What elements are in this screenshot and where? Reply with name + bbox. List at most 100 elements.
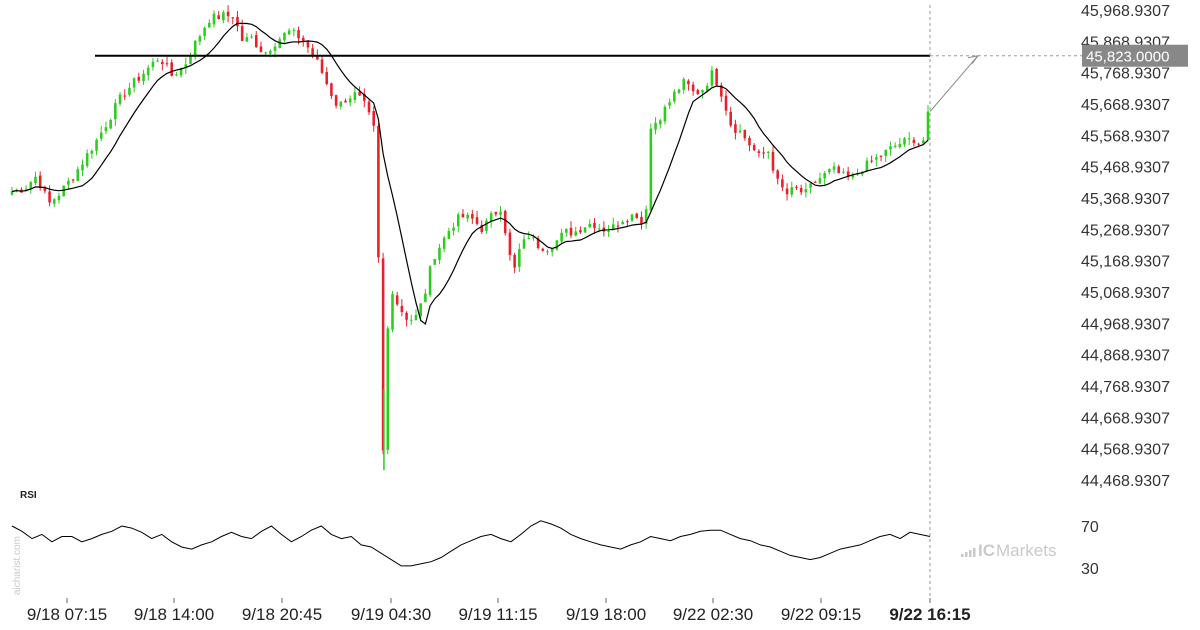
candle-body [922,140,925,144]
candle-body [395,295,399,305]
time-tick-label: 9/19 11:15 [458,605,537,624]
candle-body [588,223,592,228]
price-tick-label: 45,768.9307 [1081,66,1170,83]
candle-body [292,29,296,31]
candle-body [43,186,47,192]
candle-body [208,22,211,28]
moving-average-line [11,22,929,326]
candle-body [536,238,540,248]
candle-body [184,64,188,69]
candle-body [499,211,502,215]
candle-body [95,139,98,151]
candle-body [532,237,535,239]
candle-body [917,143,920,145]
candle-body [471,213,474,219]
candle-body [842,171,845,173]
candle-body [795,186,798,188]
price-tick-label: 44,868.9307 [1081,348,1170,365]
price-tick-label: 44,768.9307 [1081,379,1170,396]
price-tick-label: 44,968.9307 [1081,316,1170,333]
candle-body [71,179,75,181]
candle-body [226,11,230,17]
moving-average-path [11,22,929,326]
candle-body [203,27,206,36]
candle-body [377,126,380,258]
candle-body [466,214,469,219]
candle-body [99,132,103,139]
candle-body [193,40,197,57]
candle-body [640,216,643,225]
candle-body [715,68,718,86]
candle-body [283,33,286,41]
projection-arrow-head [967,55,979,65]
rsi-tick-label: 30 [1081,561,1099,578]
candle-body [621,222,624,225]
candle-body [489,213,493,222]
candle-body [104,127,108,132]
candle-body [907,138,911,140]
candle-body [344,100,347,103]
candle-body [67,180,70,185]
candle-body [809,183,812,188]
candle-body [635,213,639,219]
candle-body [400,305,404,313]
candle-body [189,56,192,64]
candle-body [433,259,437,265]
candle-body [34,176,37,184]
candle-body [546,251,549,253]
candle-body [720,85,723,97]
candle-body [607,230,610,232]
candle-body [513,254,516,268]
candle-body [165,63,169,65]
candle-body [757,151,761,154]
price-tick-label: 45,268.9307 [1081,222,1170,239]
candle-body [456,214,460,227]
price-axis: 45,968.930745,868.930745,768.930745,668.… [1081,3,1170,490]
candle-body [259,46,263,53]
rsi-line [11,520,931,567]
candle-body [565,228,568,233]
candle-body [696,90,700,95]
candle-body [912,139,916,143]
candle-body [109,119,112,129]
candle-body [76,169,80,182]
candle-body [48,191,51,203]
candle-body [893,145,897,147]
rsi-label: RSI [20,490,37,501]
candle-body [118,94,122,104]
candle-body [222,12,225,21]
price-tag-label: 45,823.0000 [1086,49,1169,66]
candle-body [278,39,282,48]
candle-body [29,182,33,190]
candle-body [254,35,258,48]
candle-body [339,101,343,107]
candle-body [555,240,559,250]
candle-body [250,36,253,38]
candle-body [903,138,906,145]
candle-body [649,128,653,211]
candle-body [790,187,794,195]
candle-body [884,149,888,156]
candle-body [574,231,577,236]
candle-body [330,83,333,96]
candle-body [508,232,512,256]
candle-body [442,237,446,249]
candle-body [837,166,841,174]
candle-body [503,210,507,234]
candle-body [363,93,366,101]
candle-body [156,60,159,62]
candle-body [391,294,394,330]
candle-body [518,249,521,267]
candle-body [541,248,545,251]
candle-body [38,175,42,188]
candlestick-series [10,5,930,471]
candle-body [870,160,873,162]
candle-body [161,61,164,65]
candle-body [644,209,648,225]
candle-body [447,230,451,239]
time-tick-label: 9/18 14:00 [134,605,214,624]
candle-body [264,52,267,54]
candle-body [381,258,385,451]
candle-body [687,80,690,85]
candle-body [494,211,498,215]
